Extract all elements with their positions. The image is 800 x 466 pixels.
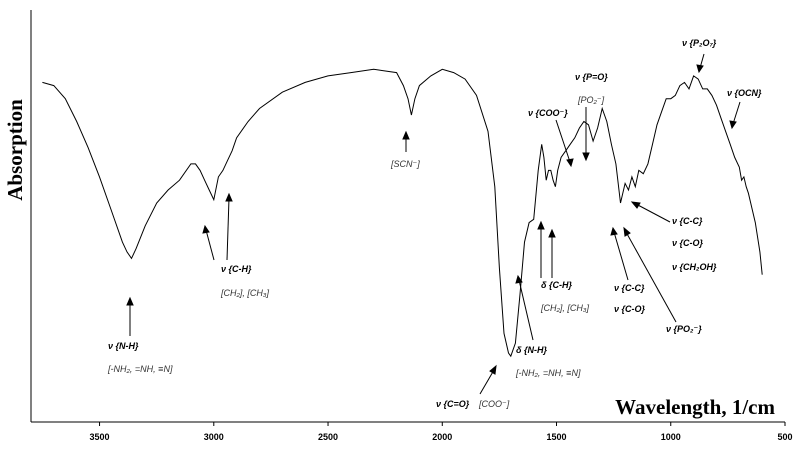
label-co-right: ν {C-O} xyxy=(672,238,704,248)
arrowhead-nh-stretch xyxy=(126,296,134,306)
arrow-ocn xyxy=(732,101,741,125)
spectrum-line xyxy=(42,68,763,358)
label-nh-stretch: ν {N-H} xyxy=(108,341,139,351)
arrowhead-po xyxy=(582,152,590,162)
x-tick-label: 2000 xyxy=(432,432,452,442)
arrow-ch-stretch-a xyxy=(205,229,215,261)
arrow-cc-mid xyxy=(613,231,629,281)
arrowhead-ch-bend-a xyxy=(537,220,545,230)
x-tick-label: 1000 xyxy=(661,432,681,442)
label-nh-bend: δ {N-H} xyxy=(516,345,547,355)
arrowhead-ch-bend-b xyxy=(548,228,556,238)
arrowhead-co-stretch xyxy=(489,364,497,375)
x-tick-label: 1500 xyxy=(546,432,566,442)
arrow-cc-right xyxy=(635,203,671,223)
label-cc-right: ν {C-C} xyxy=(672,216,703,226)
x-tick-label: 3000 xyxy=(204,432,224,442)
annotation-arrows xyxy=(126,53,741,395)
label-po-sub: [PO₂⁻] xyxy=(577,95,605,105)
label-ch-bend: δ {C-H} xyxy=(541,280,572,290)
label-ch-bend-sub: [CH₂], [CH₃] xyxy=(540,303,590,313)
arrow-po2 xyxy=(625,231,677,323)
label-ch-stretch: ν {C-H} xyxy=(221,264,252,274)
arrowhead-ch-stretch-b xyxy=(225,192,233,202)
arrow-co-stretch xyxy=(479,369,495,395)
arrowhead-nh-bend xyxy=(515,274,523,284)
arrow-coo xyxy=(555,119,571,163)
arrowhead-p2o7 xyxy=(696,64,704,74)
x-ticks: 3500 3000 2500 2000 1500 1000 500 xyxy=(90,422,793,442)
x-tick-label: 2500 xyxy=(318,432,338,442)
arrowhead-cc-right xyxy=(630,201,641,209)
arrowhead-cc-mid xyxy=(610,226,618,236)
y-axis-title: Absorption xyxy=(3,99,27,201)
label-po2: ν {PO₂⁻} xyxy=(666,324,702,334)
label-co-stretch: ν {C=O} xyxy=(436,399,470,409)
arrowhead-ocn xyxy=(729,120,737,130)
label-co-mid: ν {C-O} xyxy=(614,304,646,314)
x-tick-label: 500 xyxy=(777,432,792,442)
label-nh-stretch-sub: [-NH₂, =NH, ≡N] xyxy=(107,364,173,374)
label-ch2oh: ν {CH₂OH} xyxy=(672,262,717,272)
annotation-labels: ν {N-H} [-NH₂, =NH, ≡N] ν {C-H} [CH₂], [… xyxy=(107,38,762,409)
label-cc-mid: ν {C-C} xyxy=(614,283,645,293)
x-axis-title: Wavelength, 1/cm xyxy=(615,395,775,419)
label-scn-sub: [SCN⁻] xyxy=(390,159,420,169)
label-co-stretch-sub: [COO⁻] xyxy=(478,399,510,409)
arrowhead-ch-stretch-a xyxy=(202,224,210,234)
label-po: ν {P=O} xyxy=(575,72,608,82)
arrow-ch-stretch-b xyxy=(226,197,230,261)
arrow-nh-bend xyxy=(518,279,534,341)
label-ch-stretch-sub: [CH₂], [CH₃] xyxy=(220,288,270,298)
arrowhead-scn xyxy=(402,130,410,140)
label-p2o7: ν {P₂O₇} xyxy=(682,38,717,48)
label-nh-bend-sub: [-NH₂, =NH, ≡N] xyxy=(515,368,581,378)
label-coo: ν {COO⁻} xyxy=(528,108,568,118)
arrowhead-coo xyxy=(566,158,574,168)
label-ocn: ν {OCN} xyxy=(727,88,762,98)
x-tick-label: 3500 xyxy=(90,432,110,442)
arrowhead-po2 xyxy=(623,226,631,237)
